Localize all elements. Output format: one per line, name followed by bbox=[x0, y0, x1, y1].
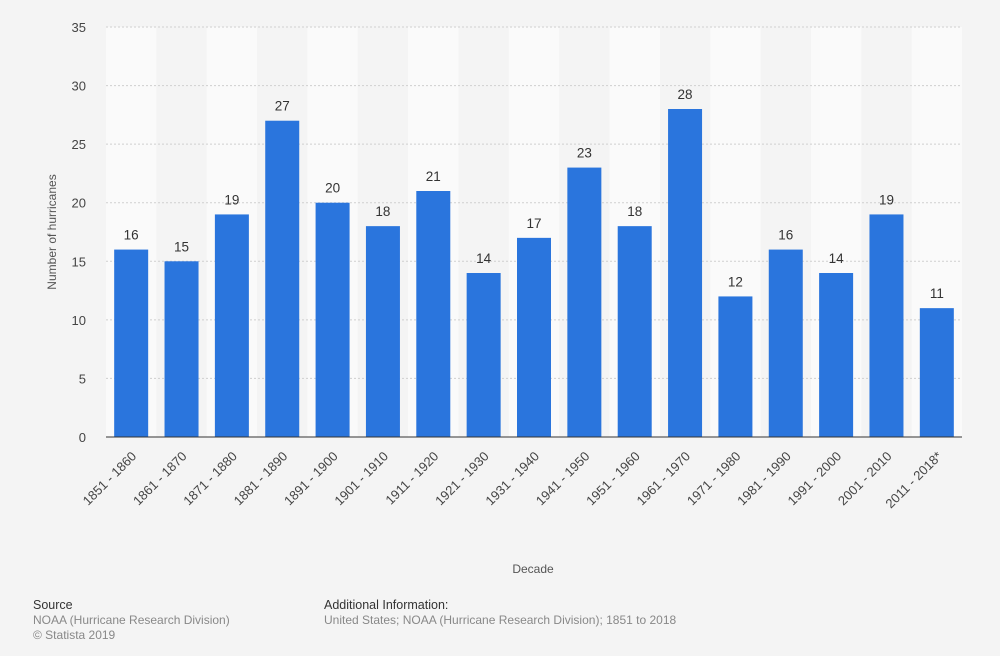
data-label: 19 bbox=[224, 192, 239, 207]
bar bbox=[365, 226, 400, 437]
data-label: 14 bbox=[476, 251, 492, 266]
additional-info-block: Additional Information: United States; N… bbox=[324, 598, 676, 628]
data-label: 18 bbox=[375, 204, 390, 219]
y-tick-label: 20 bbox=[72, 196, 86, 211]
bar bbox=[768, 249, 803, 437]
x-axis-title: Decade bbox=[512, 562, 554, 576]
data-labels: 16 15 19 27 20 18 21 14 17 23 18 28 12 16 14 19 11 bbox=[124, 87, 944, 301]
y-axis-ticks: 0 5 10 15 20 25 30 35 bbox=[72, 20, 86, 445]
bar bbox=[869, 214, 904, 437]
data-label: 11 bbox=[930, 286, 944, 301]
data-label: 21 bbox=[426, 169, 441, 184]
copyright-text: © Statista 2019 bbox=[33, 628, 116, 642]
y-tick-label: 30 bbox=[72, 79, 86, 94]
data-label: 28 bbox=[678, 87, 693, 102]
data-label: 23 bbox=[577, 146, 592, 161]
data-label: 16 bbox=[778, 228, 793, 243]
bar bbox=[718, 296, 753, 437]
bar bbox=[517, 237, 551, 437]
source-text: NOAA (Hurricane Research Division) bbox=[33, 613, 230, 627]
data-label: 18 bbox=[627, 204, 642, 219]
bar bbox=[617, 226, 652, 437]
bar bbox=[265, 120, 300, 437]
source-block: Source NOAA (Hurricane Research Division… bbox=[33, 598, 230, 643]
bar bbox=[819, 273, 854, 437]
y-tick-label: 25 bbox=[72, 137, 86, 152]
bar bbox=[164, 261, 199, 437]
y-tick-label: 35 bbox=[72, 20, 86, 35]
data-label: 20 bbox=[325, 181, 340, 196]
bar bbox=[919, 308, 954, 437]
bar bbox=[567, 167, 602, 438]
y-tick-label: 0 bbox=[79, 430, 86, 445]
y-axis-title: Number of hurricanes bbox=[45, 174, 59, 289]
data-label: 19 bbox=[879, 192, 894, 207]
additional-info-heading: Additional Information: bbox=[324, 598, 449, 612]
bar bbox=[466, 273, 501, 437]
additional-info-text: United States; NOAA (Hurricane Research … bbox=[324, 613, 677, 627]
bar bbox=[416, 191, 451, 437]
y-tick-label: 5 bbox=[79, 371, 86, 386]
bar bbox=[114, 249, 149, 437]
source-heading: Source bbox=[33, 598, 73, 612]
data-label: 15 bbox=[174, 239, 189, 254]
data-label: 16 bbox=[124, 228, 139, 243]
bar bbox=[668, 109, 703, 437]
data-label: 12 bbox=[728, 274, 743, 289]
data-label: 17 bbox=[526, 216, 541, 231]
data-label: 27 bbox=[275, 99, 290, 114]
bars bbox=[114, 109, 954, 438]
bar bbox=[214, 214, 249, 437]
data-label: 14 bbox=[829, 251, 845, 266]
y-tick-label: 15 bbox=[72, 254, 86, 269]
x-tick-label: 1901 - 1910 bbox=[331, 449, 391, 509]
bar bbox=[315, 202, 350, 437]
y-tick-label: 10 bbox=[72, 313, 86, 328]
